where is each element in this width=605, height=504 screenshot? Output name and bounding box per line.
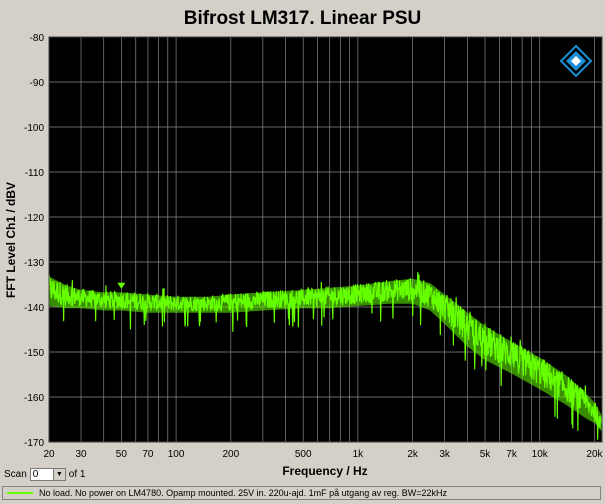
scan-of-label: of 1: [68, 468, 86, 480]
y-tick-label: -140: [24, 303, 44, 314]
x-tick-label: 500: [295, 449, 312, 460]
x-tick-label: 5k: [480, 449, 492, 460]
x-tick-label: 70: [142, 449, 154, 460]
y-tick-label: -110: [25, 168, 45, 179]
y-tick-label: -170: [24, 438, 44, 449]
tick-layer: -80-90-100-110-120-130-140-150-160-17020…: [24, 33, 604, 460]
scan-value: 0: [32, 468, 39, 480]
legend-entry: No load. No power on LM4780. Opamp mount…: [39, 488, 447, 498]
legend-swatch: [7, 492, 33, 494]
x-tick-label: 30: [75, 449, 87, 460]
x-tick-label: 1k: [353, 449, 365, 460]
x-tick-label: 20k: [586, 449, 603, 460]
y-tick-label: -90: [30, 78, 45, 89]
chart-title: Bifrost LM317. Linear PSU: [183, 8, 422, 29]
y-axis-label: FFT Level Ch1 / dBV: [4, 182, 18, 298]
series-line: [48, 271, 603, 440]
plot-border: [48, 36, 603, 443]
x-tick-label: 200: [222, 449, 239, 460]
scan-control: Scan 0 ▼ of 1: [4, 466, 85, 482]
trace-layer: [48, 271, 603, 440]
x-axis-label: Frequency / Hz: [282, 464, 367, 478]
x-tick-label: 20: [43, 449, 55, 460]
legend-bar: No load. No power on LM4780. Opamp mount…: [2, 486, 601, 500]
plot-area: [49, 37, 602, 442]
x-tick-label: 7k: [506, 449, 518, 460]
y-tick-label: -130: [24, 258, 44, 269]
scan-select[interactable]: 0 ▼: [29, 467, 66, 481]
ap-logo-icon: [559, 44, 593, 78]
x-tick-label: 100: [168, 449, 185, 460]
x-tick-label: 10k: [532, 449, 549, 460]
chevron-down-icon[interactable]: ▼: [52, 468, 65, 480]
x-tick-label: 50: [116, 449, 128, 460]
y-tick-label: -80: [30, 33, 45, 44]
y-tick-label: -150: [24, 348, 44, 359]
cursor-marker: [117, 282, 126, 289]
y-tick-label: -120: [24, 213, 44, 224]
y-tick-label: -100: [24, 123, 44, 134]
scan-label: Scan: [4, 468, 27, 480]
x-tick-label: 3k: [439, 449, 451, 460]
y-tick-label: -160: [24, 393, 44, 404]
x-tick-label: 2k: [407, 449, 419, 460]
